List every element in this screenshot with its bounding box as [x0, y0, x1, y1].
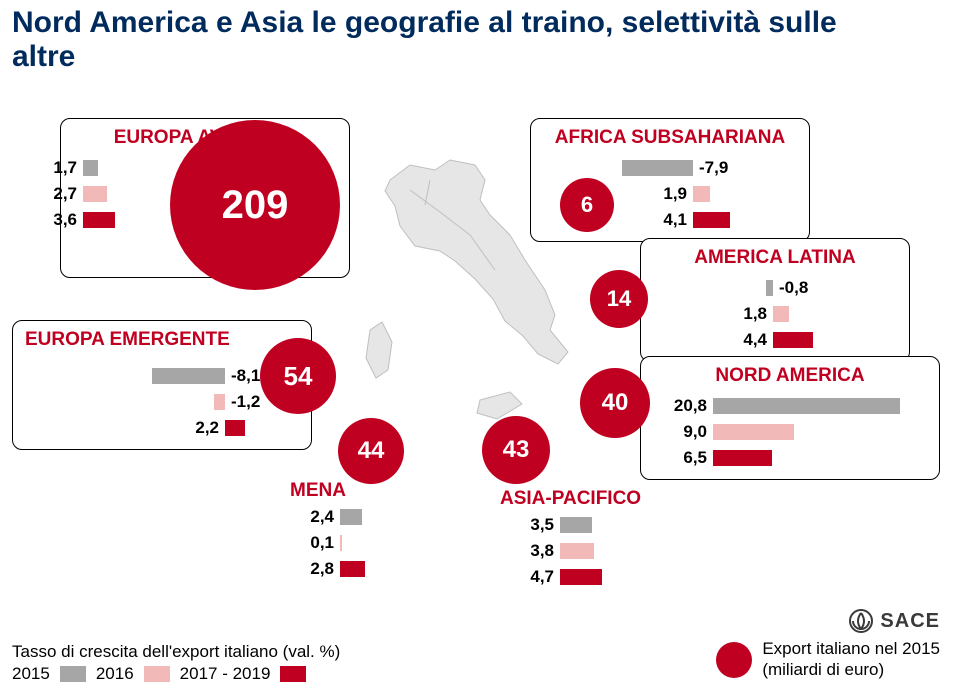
- bar-row: 4,7: [520, 566, 680, 588]
- bar-rect: [83, 160, 98, 176]
- bar-rect: [713, 424, 794, 440]
- legend-right: Export italiano nel 2015 (miliardi di eu…: [716, 639, 940, 680]
- bar-rect: [560, 569, 602, 585]
- title-line-1: Nord America e Asia le geografie al trai…: [12, 6, 837, 40]
- bar-rect: [225, 420, 245, 436]
- bar-rect: [152, 368, 225, 384]
- bar-label: -0,8: [779, 278, 808, 298]
- value-circle: 40: [580, 368, 650, 438]
- bar-rect: [773, 332, 813, 348]
- bar-row: 9,0: [653, 421, 927, 443]
- bar-row: 3,8: [520, 540, 680, 562]
- legend-right-line1: Export italiano nel 2015: [762, 639, 940, 659]
- title-line-2: altre: [12, 40, 837, 74]
- bar-row: 20,8: [653, 395, 927, 417]
- legend-right-line2: (miliardi di euro): [762, 660, 940, 680]
- region-title: AFRICA SUBSAHARIANA: [543, 127, 797, 149]
- bar-label: 2,8: [310, 559, 334, 579]
- logo-icon: [848, 608, 874, 634]
- region-title: ASIA-PACIFICO: [500, 488, 641, 510]
- bar-row: 2,4: [300, 506, 460, 528]
- value-circle: 209: [170, 120, 340, 290]
- legend-circle: [716, 642, 752, 678]
- bar-label: -8,1: [231, 366, 260, 386]
- bar-row: -1,2: [25, 391, 299, 413]
- bar-label: 2,2: [195, 418, 219, 438]
- bar-label: -1,2: [231, 392, 260, 412]
- bar-rect: [560, 543, 594, 559]
- legend-swatch: [60, 666, 86, 682]
- bar-label: 3,8: [530, 541, 554, 561]
- bar-row: -7,9: [543, 157, 797, 179]
- value-circle: 6: [560, 178, 614, 232]
- bar-row: 4,4: [653, 329, 897, 351]
- bar-label: 1,8: [743, 304, 767, 324]
- bar-label: 4,1: [663, 210, 687, 230]
- region-title: MENA: [290, 480, 346, 502]
- region-title: EUROPA EMERGENTE: [25, 329, 299, 351]
- bar-row: 1,8: [653, 303, 897, 325]
- value-circle: 14: [590, 270, 648, 328]
- bar-rect: [713, 450, 772, 466]
- bar-rect: [214, 394, 225, 410]
- bar-label: 1,7: [53, 158, 77, 178]
- bar-label: 2,4: [310, 507, 334, 527]
- bar-label: 3,6: [53, 210, 77, 230]
- region-america-latina: AMERICA LATINA -0,8 1,8 4,4: [640, 238, 910, 362]
- legend-title: Tasso di crescita dell'export italiano (…: [12, 642, 340, 662]
- bar-label: 4,4: [743, 330, 767, 350]
- bar-rect: [560, 517, 592, 533]
- legend-left: Tasso di crescita dell'export italiano (…: [12, 642, 340, 684]
- bar-label: 9,0: [683, 422, 707, 442]
- bar-row: -8,1: [25, 365, 299, 387]
- bar-rect: [340, 535, 342, 551]
- page: Nord America e Asia le geografie al trai…: [0, 0, 960, 694]
- region-title: AMERICA LATINA: [653, 247, 897, 269]
- bar-rect: [773, 306, 789, 322]
- legend-swatch: [280, 666, 306, 682]
- legend-year-label: 2016: [96, 664, 134, 684]
- bar-row: 2,8: [300, 558, 460, 580]
- bar-rect: [693, 186, 710, 202]
- bar-rect: [766, 280, 773, 296]
- bar-row: 6,5: [653, 447, 927, 469]
- region-title: NORD AMERICA: [653, 365, 927, 387]
- bar-label: 0,1: [310, 533, 334, 553]
- value-circle: 43: [482, 416, 550, 484]
- bar-rect: [83, 212, 115, 228]
- bar-rect: [713, 398, 900, 414]
- region-nord-america: NORD AMERICA 20,8 9,0 6,5: [640, 356, 940, 480]
- bar-row: -0,8: [653, 277, 897, 299]
- bar-row: 0,1: [300, 532, 460, 554]
- bar-label: 20,8: [674, 396, 707, 416]
- sace-logo: SACE: [848, 608, 940, 634]
- bar-rect: [83, 186, 107, 202]
- bar-row: 2,2: [25, 417, 299, 439]
- bar-label: -7,9: [699, 158, 728, 178]
- bar-label: 2,7: [53, 184, 77, 204]
- value-circle: 54: [260, 338, 336, 414]
- legend-row: 2015 2016 2017 - 2019: [12, 664, 340, 684]
- bar-row: 3,5: [520, 514, 680, 536]
- bar-label: 1,9: [663, 184, 687, 204]
- logo-text: SACE: [880, 610, 940, 633]
- legend-swatch: [144, 666, 170, 682]
- bar-label: 6,5: [683, 448, 707, 468]
- bar-rect: [340, 561, 365, 577]
- bar-label: 4,7: [530, 567, 554, 587]
- bar-rect: [622, 160, 693, 176]
- bar-rect: [340, 509, 362, 525]
- bar-rect: [693, 212, 730, 228]
- page-title: Nord America e Asia le geografie al trai…: [12, 6, 837, 74]
- value-circle: 44: [338, 418, 404, 484]
- legend-year-label: 2017 - 2019: [180, 664, 271, 684]
- bar-label: 3,5: [530, 515, 554, 535]
- legend-year-label: 2015: [12, 664, 50, 684]
